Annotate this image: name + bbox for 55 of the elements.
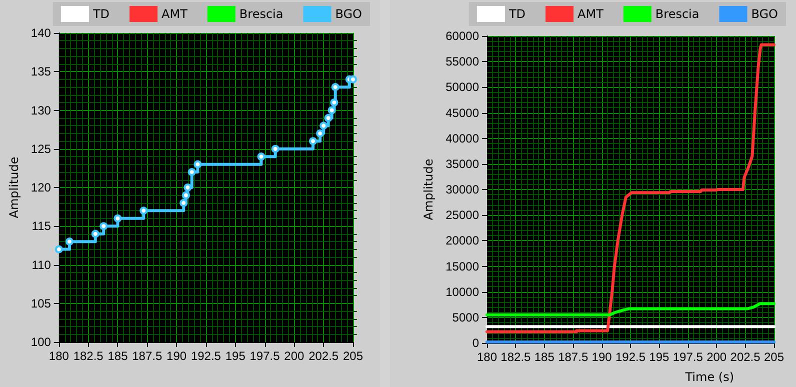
y-tick-label: 130 <box>30 103 52 118</box>
x-tick-label: 197.5 <box>672 350 704 364</box>
y-tick-label: 120 <box>30 180 52 194</box>
x-tick-label: 187.5 <box>132 349 162 363</box>
x-tick-label: 182.5 <box>73 349 104 363</box>
x-tick-label: 202.5 <box>730 350 761 364</box>
legend-label: Brescia <box>655 7 700 21</box>
x-tick-label: 185 <box>108 349 128 363</box>
x-tick-label: 200 <box>706 350 727 364</box>
y-tick-label: 60000 <box>446 29 480 43</box>
x-tick-label: 205 <box>764 350 784 364</box>
x-tick-label: 182.5 <box>500 350 532 364</box>
x-tick-label: 192.5 <box>615 350 646 364</box>
y-tick-label: 5000 <box>452 310 480 324</box>
y-axis-title: Amplitude <box>7 156 21 218</box>
x-tick-label: 200 <box>284 349 305 363</box>
y-tick-label: 115 <box>32 219 52 234</box>
x-tick-label: 190 <box>166 349 187 363</box>
x-tick-label: 202.5 <box>308 349 339 363</box>
legend-label: TD <box>508 7 526 21</box>
y-tick-label: 25000 <box>446 208 480 222</box>
x-tick-label: 185 <box>534 350 555 364</box>
x-tick-label: 187.5 <box>558 350 588 364</box>
x-tick-label: 205 <box>342 349 364 363</box>
x-tick-label: 197.5 <box>250 349 280 363</box>
y-tick-label: 100 <box>30 335 52 349</box>
legend-label: TD <box>92 7 110 21</box>
y-tick-label: 125 <box>30 142 52 156</box>
legend-label: AMT <box>162 7 188 21</box>
x-tick-label: 180 <box>476 350 498 364</box>
y-tick-label: 35000 <box>446 156 480 171</box>
y-tick-label: 105 <box>30 296 52 310</box>
x-tick-label: 180 <box>48 349 70 363</box>
y-tick-label: 45000 <box>446 106 480 120</box>
legend-label: Brescia <box>239 7 284 21</box>
y-tick-label: 0 <box>472 336 480 350</box>
x-axis-title: Time (s) <box>684 370 734 384</box>
y-tick-label: 50000 <box>446 80 480 94</box>
x-tick-label: 195 <box>649 350 670 364</box>
y-tick-label: 15000 <box>446 259 480 274</box>
y-tick-label: 10000 <box>446 284 480 299</box>
x-tick-label: 192.5 <box>190 349 222 363</box>
y-tick-label: 55000 <box>446 54 480 69</box>
y-tick-label: 135 <box>30 64 52 79</box>
y-tick-label: 140 <box>30 26 52 40</box>
x-tick-label: 195 <box>225 349 246 363</box>
y-axis-title: Amplitude <box>422 158 436 220</box>
y-tick-label: 40000 <box>446 131 480 146</box>
y-tick-label: 110 <box>32 258 52 272</box>
legend-label: AMT <box>578 7 604 21</box>
legend-label: BGO <box>751 7 778 21</box>
legend-label: BGO <box>335 7 362 21</box>
y-tick-label: 30000 <box>446 182 480 196</box>
y-tick-label: 20000 <box>446 234 480 248</box>
x-tick-label: 190 <box>592 350 612 364</box>
